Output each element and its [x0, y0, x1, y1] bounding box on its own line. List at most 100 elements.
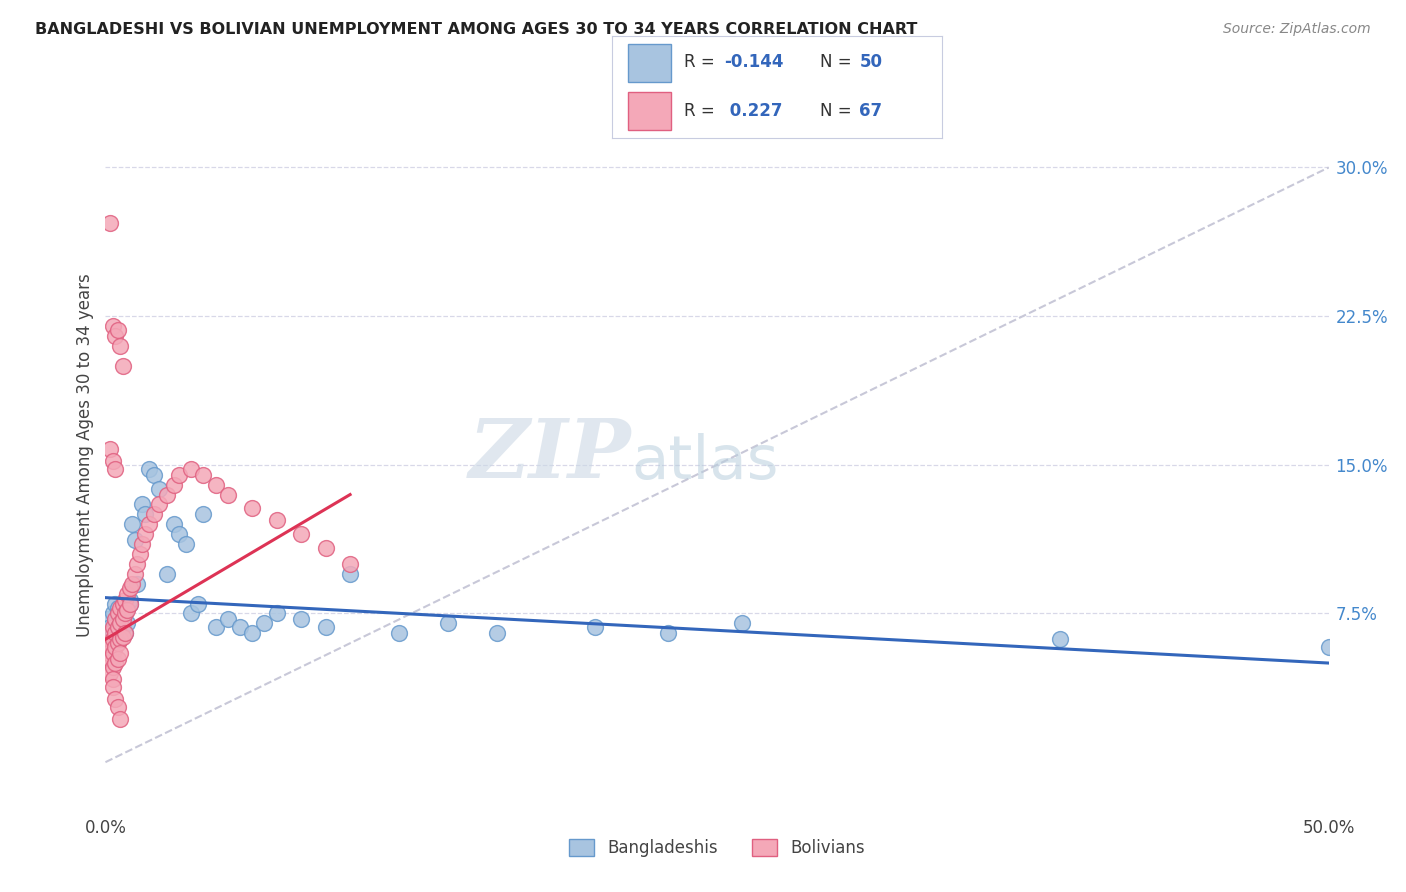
Point: [118, 592, 141, 607]
Point: [107, 699, 129, 714]
Text: 0.227: 0.227: [724, 102, 783, 120]
Point: [97, 646, 120, 660]
Point: [290, 527, 312, 541]
Point: [167, 527, 190, 541]
Point: [108, 632, 131, 647]
Point: [104, 329, 127, 343]
Point: [114, 626, 136, 640]
Point: [111, 612, 134, 626]
Point: [156, 487, 179, 501]
Point: [204, 477, 226, 491]
Point: [193, 508, 215, 522]
Point: [730, 616, 752, 631]
Point: [101, 672, 124, 686]
Point: [339, 557, 361, 571]
Point: [111, 359, 134, 373]
Point: [143, 467, 166, 482]
Point: [101, 660, 124, 674]
Point: [174, 537, 197, 551]
Point: [98, 652, 121, 666]
Point: [98, 620, 121, 634]
FancyBboxPatch shape: [628, 92, 671, 130]
Text: ZIP: ZIP: [468, 415, 631, 495]
Point: [114, 607, 136, 621]
Point: [108, 339, 131, 353]
Text: BANGLADESHI VS BOLIVIAN UNEMPLOYMENT AMONG AGES 30 TO 34 YEARS CORRELATION CHART: BANGLADESHI VS BOLIVIAN UNEMPLOYMENT AMO…: [35, 22, 918, 37]
Text: R =: R =: [685, 102, 720, 120]
Point: [107, 620, 129, 634]
Point: [101, 632, 124, 647]
Point: [167, 467, 190, 482]
Point: [187, 597, 209, 611]
Point: [108, 616, 131, 631]
Point: [108, 616, 131, 631]
Point: [266, 513, 288, 527]
FancyBboxPatch shape: [628, 44, 671, 82]
Point: [583, 620, 606, 634]
Point: [101, 626, 124, 640]
Point: [193, 467, 215, 482]
Text: R =: R =: [685, 54, 720, 71]
Point: [101, 620, 124, 634]
Point: [111, 612, 134, 626]
Text: Source: ZipAtlas.com: Source: ZipAtlas.com: [1223, 22, 1371, 37]
Text: 67: 67: [859, 102, 883, 120]
Point: [101, 646, 124, 660]
Text: N =: N =: [820, 102, 856, 120]
Point: [121, 517, 143, 532]
Point: [148, 482, 170, 496]
Point: [101, 607, 124, 621]
Point: [339, 566, 361, 581]
Point: [98, 640, 121, 655]
Point: [388, 626, 411, 640]
Point: [138, 517, 160, 532]
Point: [101, 454, 124, 468]
Point: [101, 319, 124, 334]
Point: [229, 620, 252, 634]
Point: [131, 498, 153, 512]
Point: [1049, 632, 1071, 647]
Point: [104, 612, 127, 626]
Point: [217, 487, 239, 501]
Point: [148, 498, 170, 512]
Point: [1317, 640, 1340, 655]
Point: [180, 607, 202, 621]
Text: atlas: atlas: [631, 433, 779, 491]
Point: [101, 680, 124, 694]
Point: [97, 612, 120, 626]
Point: [104, 626, 127, 640]
Point: [180, 462, 202, 476]
Point: [134, 527, 156, 541]
Point: [134, 508, 156, 522]
Text: -0.144: -0.144: [724, 54, 783, 71]
Point: [156, 566, 179, 581]
Point: [128, 547, 150, 561]
Point: [108, 712, 131, 726]
Point: [114, 626, 136, 640]
Point: [124, 533, 146, 548]
Point: [114, 607, 136, 621]
Point: [266, 607, 288, 621]
Point: [290, 612, 312, 626]
Point: [107, 652, 129, 666]
Point: [98, 216, 121, 230]
Point: [104, 462, 127, 476]
Point: [315, 541, 337, 555]
Point: [117, 587, 139, 601]
Point: [104, 656, 127, 670]
Point: [253, 616, 276, 631]
Y-axis label: Unemployment Among Ages 30 to 34 years: Unemployment Among Ages 30 to 34 years: [76, 273, 94, 637]
Point: [657, 626, 679, 640]
Point: [117, 616, 139, 631]
Point: [107, 620, 129, 634]
Point: [118, 597, 141, 611]
Point: [131, 537, 153, 551]
Point: [121, 576, 143, 591]
Point: [127, 557, 149, 571]
Point: [104, 597, 127, 611]
Point: [143, 508, 166, 522]
Point: [204, 620, 226, 634]
Point: [117, 602, 139, 616]
Point: [118, 581, 141, 595]
Point: [114, 592, 136, 607]
